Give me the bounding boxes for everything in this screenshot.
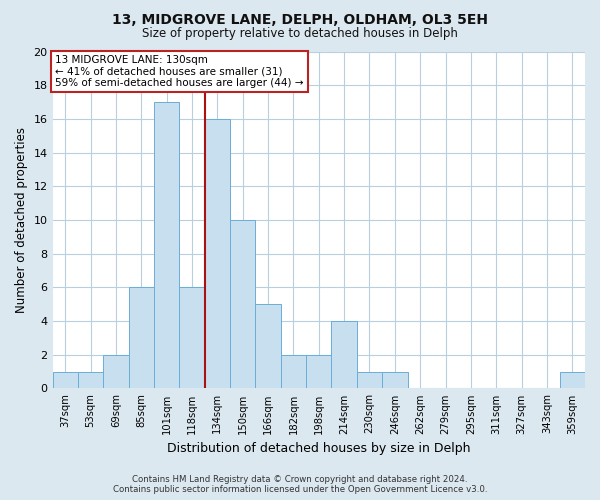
Bar bbox=[103, 354, 128, 388]
Bar bbox=[230, 220, 256, 388]
Y-axis label: Number of detached properties: Number of detached properties bbox=[15, 127, 28, 313]
X-axis label: Distribution of detached houses by size in Delph: Distribution of detached houses by size … bbox=[167, 442, 470, 455]
Bar bbox=[331, 321, 357, 388]
Text: Size of property relative to detached houses in Delph: Size of property relative to detached ho… bbox=[142, 28, 458, 40]
Text: 13 MIDGROVE LANE: 130sqm
← 41% of detached houses are smaller (31)
59% of semi-d: 13 MIDGROVE LANE: 130sqm ← 41% of detach… bbox=[55, 55, 304, 88]
Bar bbox=[179, 288, 205, 388]
Text: Contains HM Land Registry data © Crown copyright and database right 2024.
Contai: Contains HM Land Registry data © Crown c… bbox=[113, 474, 487, 494]
Bar bbox=[78, 372, 103, 388]
Bar bbox=[560, 372, 585, 388]
Bar bbox=[256, 304, 281, 388]
Bar bbox=[306, 354, 331, 388]
Bar bbox=[53, 372, 78, 388]
Bar bbox=[281, 354, 306, 388]
Bar bbox=[382, 372, 407, 388]
Bar bbox=[205, 119, 230, 388]
Bar bbox=[357, 372, 382, 388]
Bar bbox=[154, 102, 179, 389]
Text: 13, MIDGROVE LANE, DELPH, OLDHAM, OL3 5EH: 13, MIDGROVE LANE, DELPH, OLDHAM, OL3 5E… bbox=[112, 12, 488, 26]
Bar bbox=[128, 288, 154, 388]
